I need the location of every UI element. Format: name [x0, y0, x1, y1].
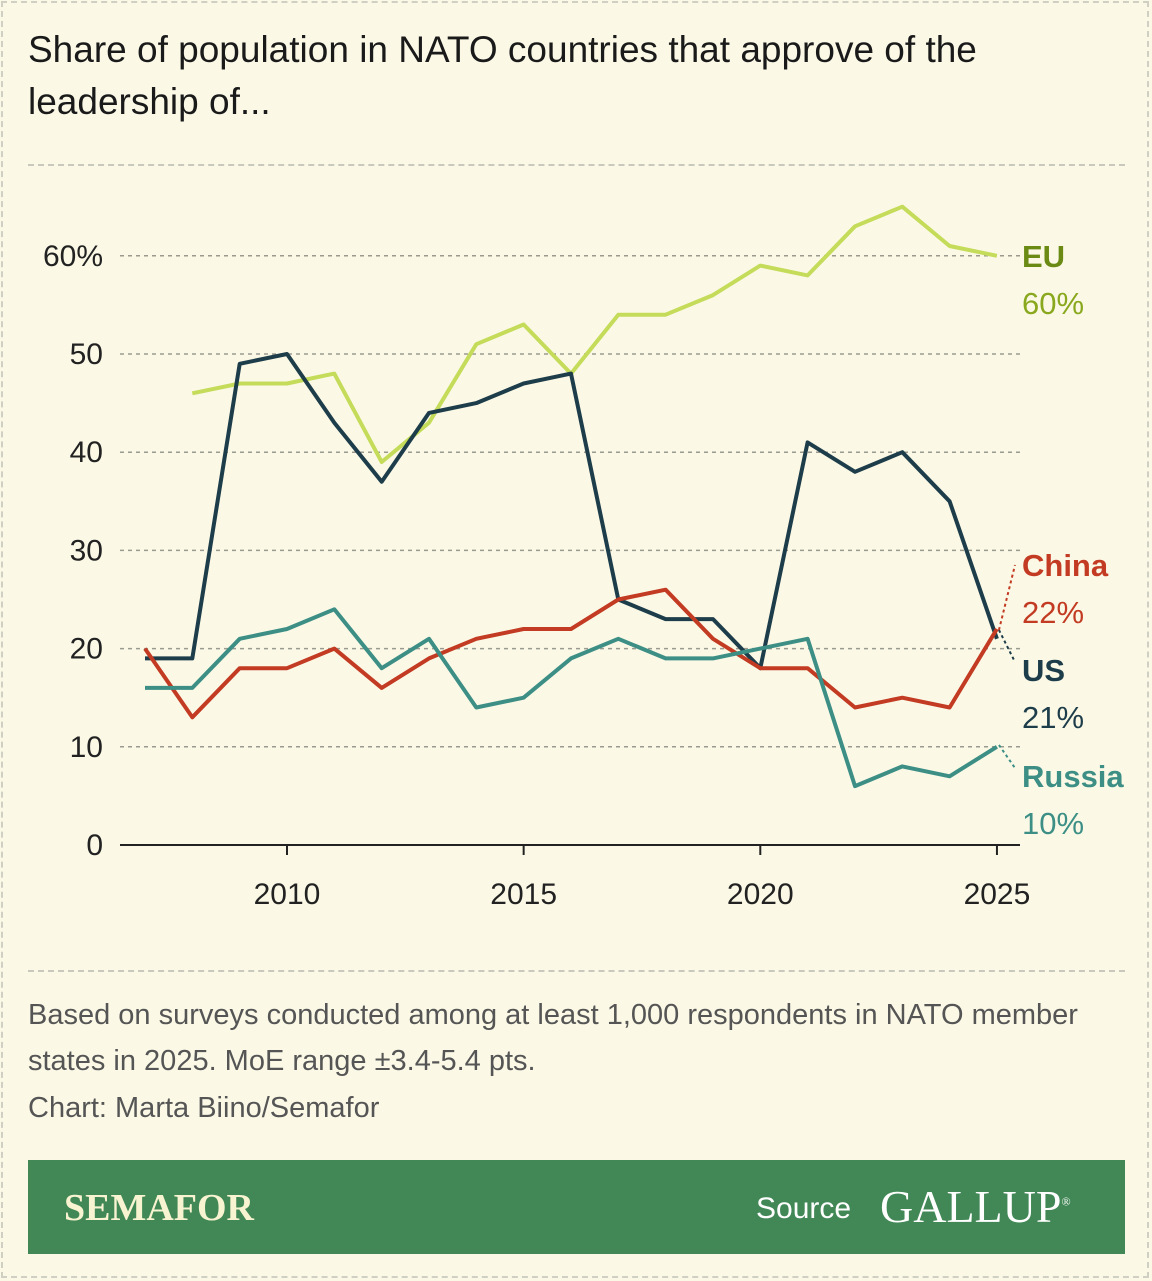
x-tick-label: 2025 [964, 878, 1031, 911]
series-end-value: 21% [1022, 700, 1084, 735]
source-label: Source [756, 1192, 852, 1225]
series-label: US [1022, 653, 1065, 688]
series-line-us [145, 352, 999, 671]
semafor-logo: SEMAFOR [64, 1187, 254, 1229]
series-label: China [1022, 548, 1109, 583]
line-chart: 0 10 20 30 40 50 60% 2010 2015 2020 2025 EU 60% US 21%… [43, 204, 1124, 911]
leader-line [997, 564, 1016, 631]
leader-line [998, 629, 1016, 663]
footer-bar: SEMAFOR Source GALLUP® [28, 1160, 1125, 1254]
y-tick-label: 30 [70, 534, 103, 567]
divider [28, 164, 1125, 166]
y-tick-label: 50 [70, 338, 103, 371]
y-tick-label: 20 [70, 633, 103, 666]
series-line-eu [191, 204, 998, 464]
y-tick-label: 40 [70, 436, 103, 469]
series-end-value: 10% [1022, 806, 1084, 841]
x-tick-label: 2020 [727, 878, 794, 911]
series-label: EU [1022, 239, 1065, 274]
gallup-logo: GALLUP® [880, 1181, 1071, 1232]
divider [28, 970, 1125, 972]
y-tick-label: 60% [43, 240, 103, 273]
chart-credit: Chart: Marta Biino/Semafor [28, 1092, 380, 1124]
chart-note: Based on surveys conducted among at leas… [28, 999, 1078, 1077]
chart-title: Share of population in NATO countries th… [28, 29, 977, 122]
series-line-russia [145, 607, 998, 789]
x-tick-label: 2015 [490, 878, 557, 911]
series-end-value: 60% [1022, 286, 1084, 321]
series-line-china [143, 587, 999, 720]
y-tick-label: 0 [86, 829, 103, 862]
x-tick-label: 2010 [254, 878, 321, 911]
leader-line [998, 744, 1016, 769]
series-label: Russia [1022, 759, 1124, 794]
y-tick-label: 10 [70, 731, 103, 764]
series-end-value: 22% [1022, 595, 1084, 630]
